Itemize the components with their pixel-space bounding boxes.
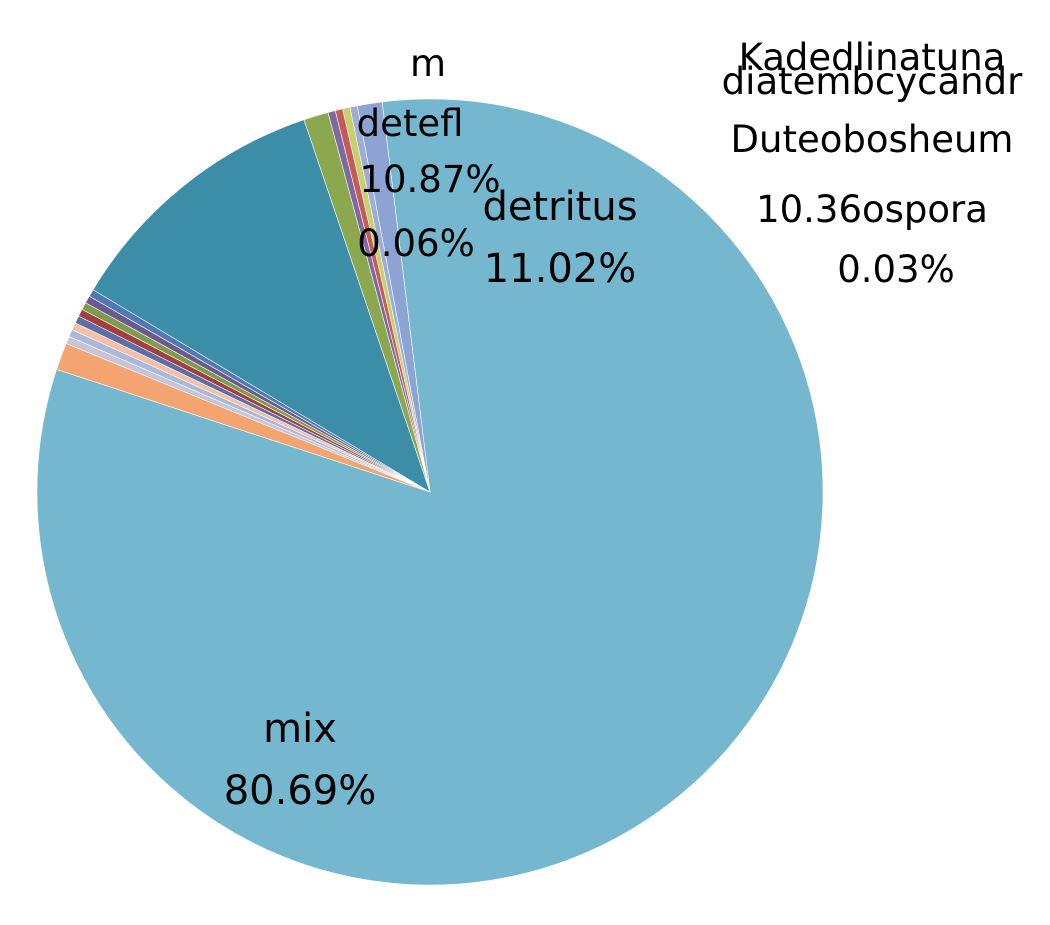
overlap-label-8: detefl	[357, 102, 464, 145]
slice-label-detritus: detritus	[482, 184, 637, 230]
overlap-label-2: diatembcycandr	[722, 60, 1023, 103]
overlap-label-5: 0.03%	[837, 248, 955, 291]
overlap-label-7: 0.06%	[357, 222, 475, 265]
overlap-label-6: 10.87%	[359, 158, 500, 201]
overlap-label-0: m	[410, 42, 446, 85]
pie-slice-slice-16	[356, 101, 431, 493]
slice-value-detritus: 11.02%	[484, 246, 637, 292]
pie-labels: mix 80.69% detritus 11.02% m Kadedlinatunadia…	[224, 36, 1023, 814]
overlap-label-3: Duteobosheum	[731, 118, 1014, 161]
slice-value-mix: 80.69%	[224, 768, 377, 814]
pie-slice-detritus	[92, 119, 431, 493]
slice-label-mix: mix	[263, 706, 337, 752]
overlap-label-1: Kadedlinatuna	[739, 36, 1006, 79]
pie-slices	[36, 98, 824, 886]
overlap-label-4: 10.36ospora	[756, 188, 988, 231]
